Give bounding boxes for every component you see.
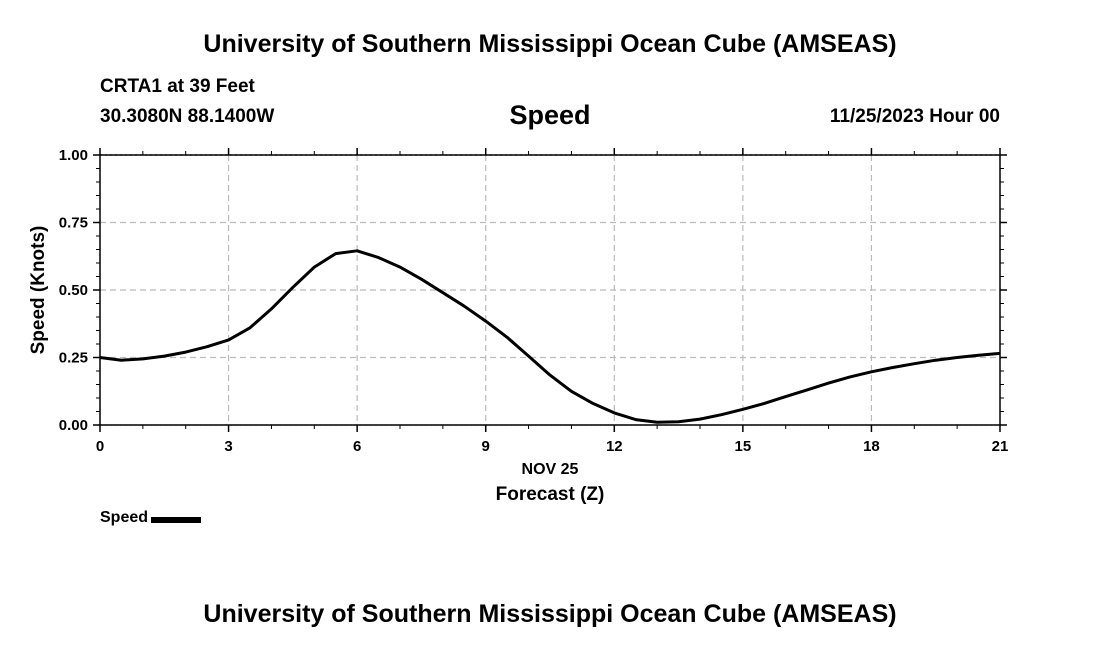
station-label: CRTA1 at 39 Feet [100, 76, 255, 97]
x-tick-label: 9 [482, 438, 490, 455]
x-tick-label: 21 [992, 438, 1009, 455]
x-tick-label: 3 [224, 438, 232, 455]
legend: Speed [100, 509, 202, 527]
legend-label: Speed [100, 509, 149, 526]
x-tick-label: 6 [353, 438, 361, 455]
y-tick-label: 0.50 [59, 282, 88, 299]
coordinates-label: 30.3080N 88.1400W [100, 106, 275, 127]
speed-series-line [99, 249, 1001, 424]
x-axis-label: Forecast (Z) [496, 484, 605, 505]
y-tick-label: 0.00 [59, 417, 88, 434]
datetime-label: 11/25/2023 Hour 00 [829, 106, 1000, 127]
x-tick-label: 12 [606, 438, 623, 455]
y-axis-label: Speed (Knots) [28, 226, 49, 355]
x-tick-label: 15 [735, 438, 752, 455]
legend-line-swatch [151, 516, 202, 523]
variable-title: Speed [509, 100, 591, 130]
y-tick-label: 0.75 [59, 215, 88, 232]
chart-top-title: University of Southern Mississippi Ocean… [203, 30, 897, 58]
x-tick-label: 0 [96, 438, 104, 455]
chart-bottom-title: University of Southern Mississippi Ocean… [203, 600, 897, 628]
y-tick-label: 1.00 [59, 147, 88, 164]
x-axis-date-label: NOV 25 [522, 461, 579, 478]
x-tick-label: 18 [863, 438, 880, 455]
y-tick-label: 0.25 [59, 350, 88, 367]
